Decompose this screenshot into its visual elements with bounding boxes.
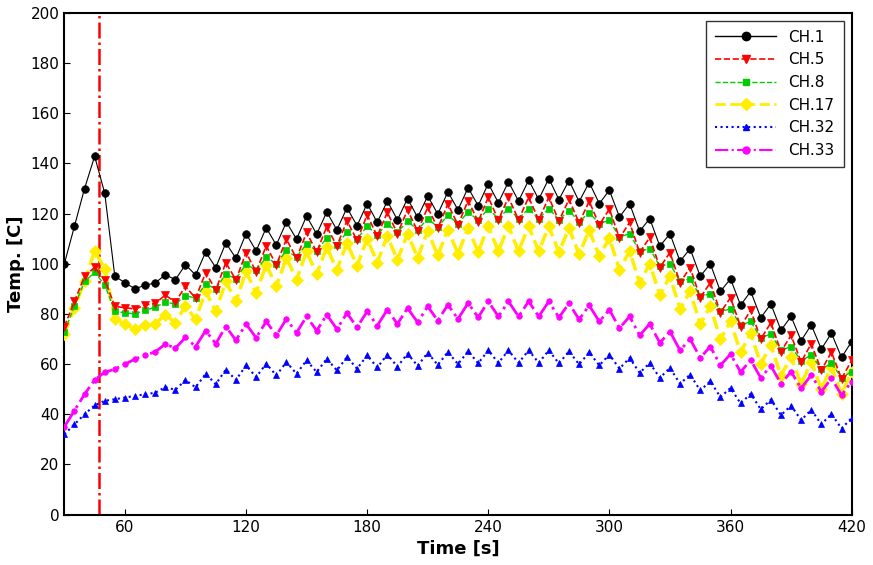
Y-axis label: Temp. [C]: Temp. [C] bbox=[7, 215, 25, 312]
Legend: CH.1, CH.5, CH.8, CH.17, CH.32, CH.33: CH.1, CH.5, CH.8, CH.17, CH.32, CH.33 bbox=[706, 20, 844, 167]
X-axis label: Time [s]: Time [s] bbox=[416, 540, 499, 558]
